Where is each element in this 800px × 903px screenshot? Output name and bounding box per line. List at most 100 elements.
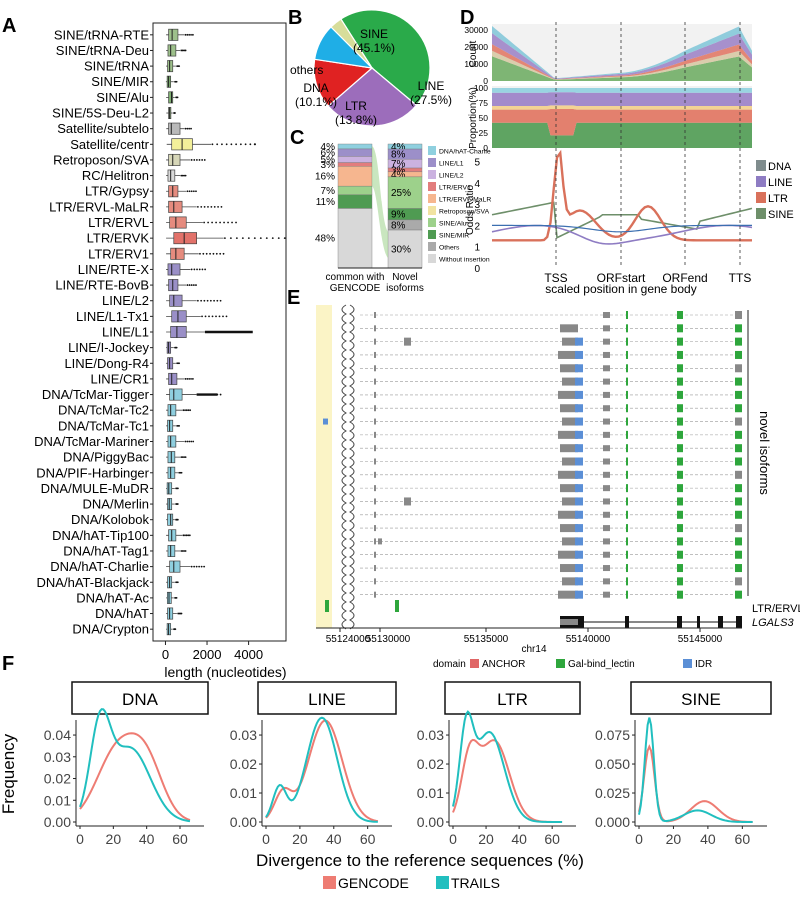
exon-idr [575,564,583,573]
outlier [184,534,186,537]
category-label: DNA/Crypton [72,622,149,637]
outlier [183,49,186,52]
outlier [211,143,214,146]
panel-letter-a: A [2,15,16,37]
exon [562,377,578,386]
segment-label: 4% [391,170,406,181]
box [167,357,174,370]
exon-lectin [626,337,628,346]
outlier [174,628,177,631]
exon [562,537,578,546]
exon [374,378,376,385]
exon-lectin [677,417,683,426]
exon [735,377,742,386]
outlier [190,127,192,130]
outlier [176,503,179,505]
exon [374,418,376,425]
outlier [198,268,201,271]
outlier [190,565,193,568]
legend-swatch [436,876,449,889]
outlier [199,252,201,255]
outlier [178,65,181,68]
outlier [225,143,228,146]
outlier [200,299,203,302]
exon-idr [575,510,583,519]
exon [560,364,578,373]
outlier [239,143,242,146]
legend-swatch [683,659,692,668]
exon-lectin [626,577,628,586]
x-tick-label: 0 [449,831,457,847]
y-tick-label: 0.02 [44,771,71,787]
category-label: LINE/L1 [102,325,149,340]
outlier [192,190,195,193]
category-label: LINE/RTE-BovB [55,278,149,293]
trails-density [638,717,753,823]
y-tick-label: 10000 [464,59,488,69]
group-label: novel isoforms [757,411,772,495]
exon [374,338,376,345]
exon-idr [575,337,583,346]
outlier [249,143,252,146]
box [167,544,176,557]
outlier [193,268,196,271]
x-tick-label: 60 [360,831,376,847]
flow-band [372,146,388,258]
panel-letter-f: F [2,653,14,675]
legend-label: Without insertion [439,257,490,264]
outlier [184,49,187,52]
ltr-insertion [325,600,329,612]
exon [603,418,610,425]
box [167,513,174,526]
box [168,529,177,542]
y-tick-label: 0 [474,264,480,275]
y-tick-label: 0.000 [595,814,630,830]
box [170,247,185,260]
exon-idr [323,418,328,425]
x-tick-label: 0 [635,831,643,847]
x-tick-label: 40 [139,831,155,847]
panel-letter-e: E [287,287,300,309]
exon-lectin [677,510,683,519]
outlier [231,221,233,224]
exon-idr [575,377,583,386]
exon-lectin [677,430,683,439]
x-tick-label: 20 [106,831,122,847]
exon [735,324,742,333]
category-label: LTR/ERVL-MaLR [49,199,149,214]
outlier [203,205,206,208]
outlier [188,534,191,537]
exon [603,578,610,585]
count-area [492,56,752,81]
y-tick-label: 25 [479,128,489,138]
outlier [184,456,187,459]
category-label: DNA/hAT-Blackjack [37,575,150,590]
proportion-area [492,109,752,136]
outlier [192,378,194,380]
y-tick-label: 0.025 [595,785,630,801]
exon [378,538,382,545]
outlier [177,487,179,490]
outlier [200,205,203,208]
outlier [182,409,185,412]
exon-idr [575,404,583,413]
y-tick-label: 30000 [464,25,488,35]
legend-label: IDR [695,659,712,670]
outlier [218,315,221,318]
category-label: DNA/hAT-Tip100 [52,528,149,543]
outlier [277,237,280,240]
exon [558,510,578,519]
trails-density [265,716,378,823]
exon [374,391,376,398]
segment-label: 7% [321,186,336,197]
slice-label: (27.5%) [410,93,452,107]
exon [603,325,610,332]
category-label: SINE/tRNA-Deu [56,43,149,58]
exon-lectin [677,377,683,386]
outlier [178,424,181,427]
outlier [196,299,199,302]
exon [560,404,578,413]
category-label: isoforms [386,283,424,294]
outlier [222,315,224,318]
exon-idr [575,590,583,599]
